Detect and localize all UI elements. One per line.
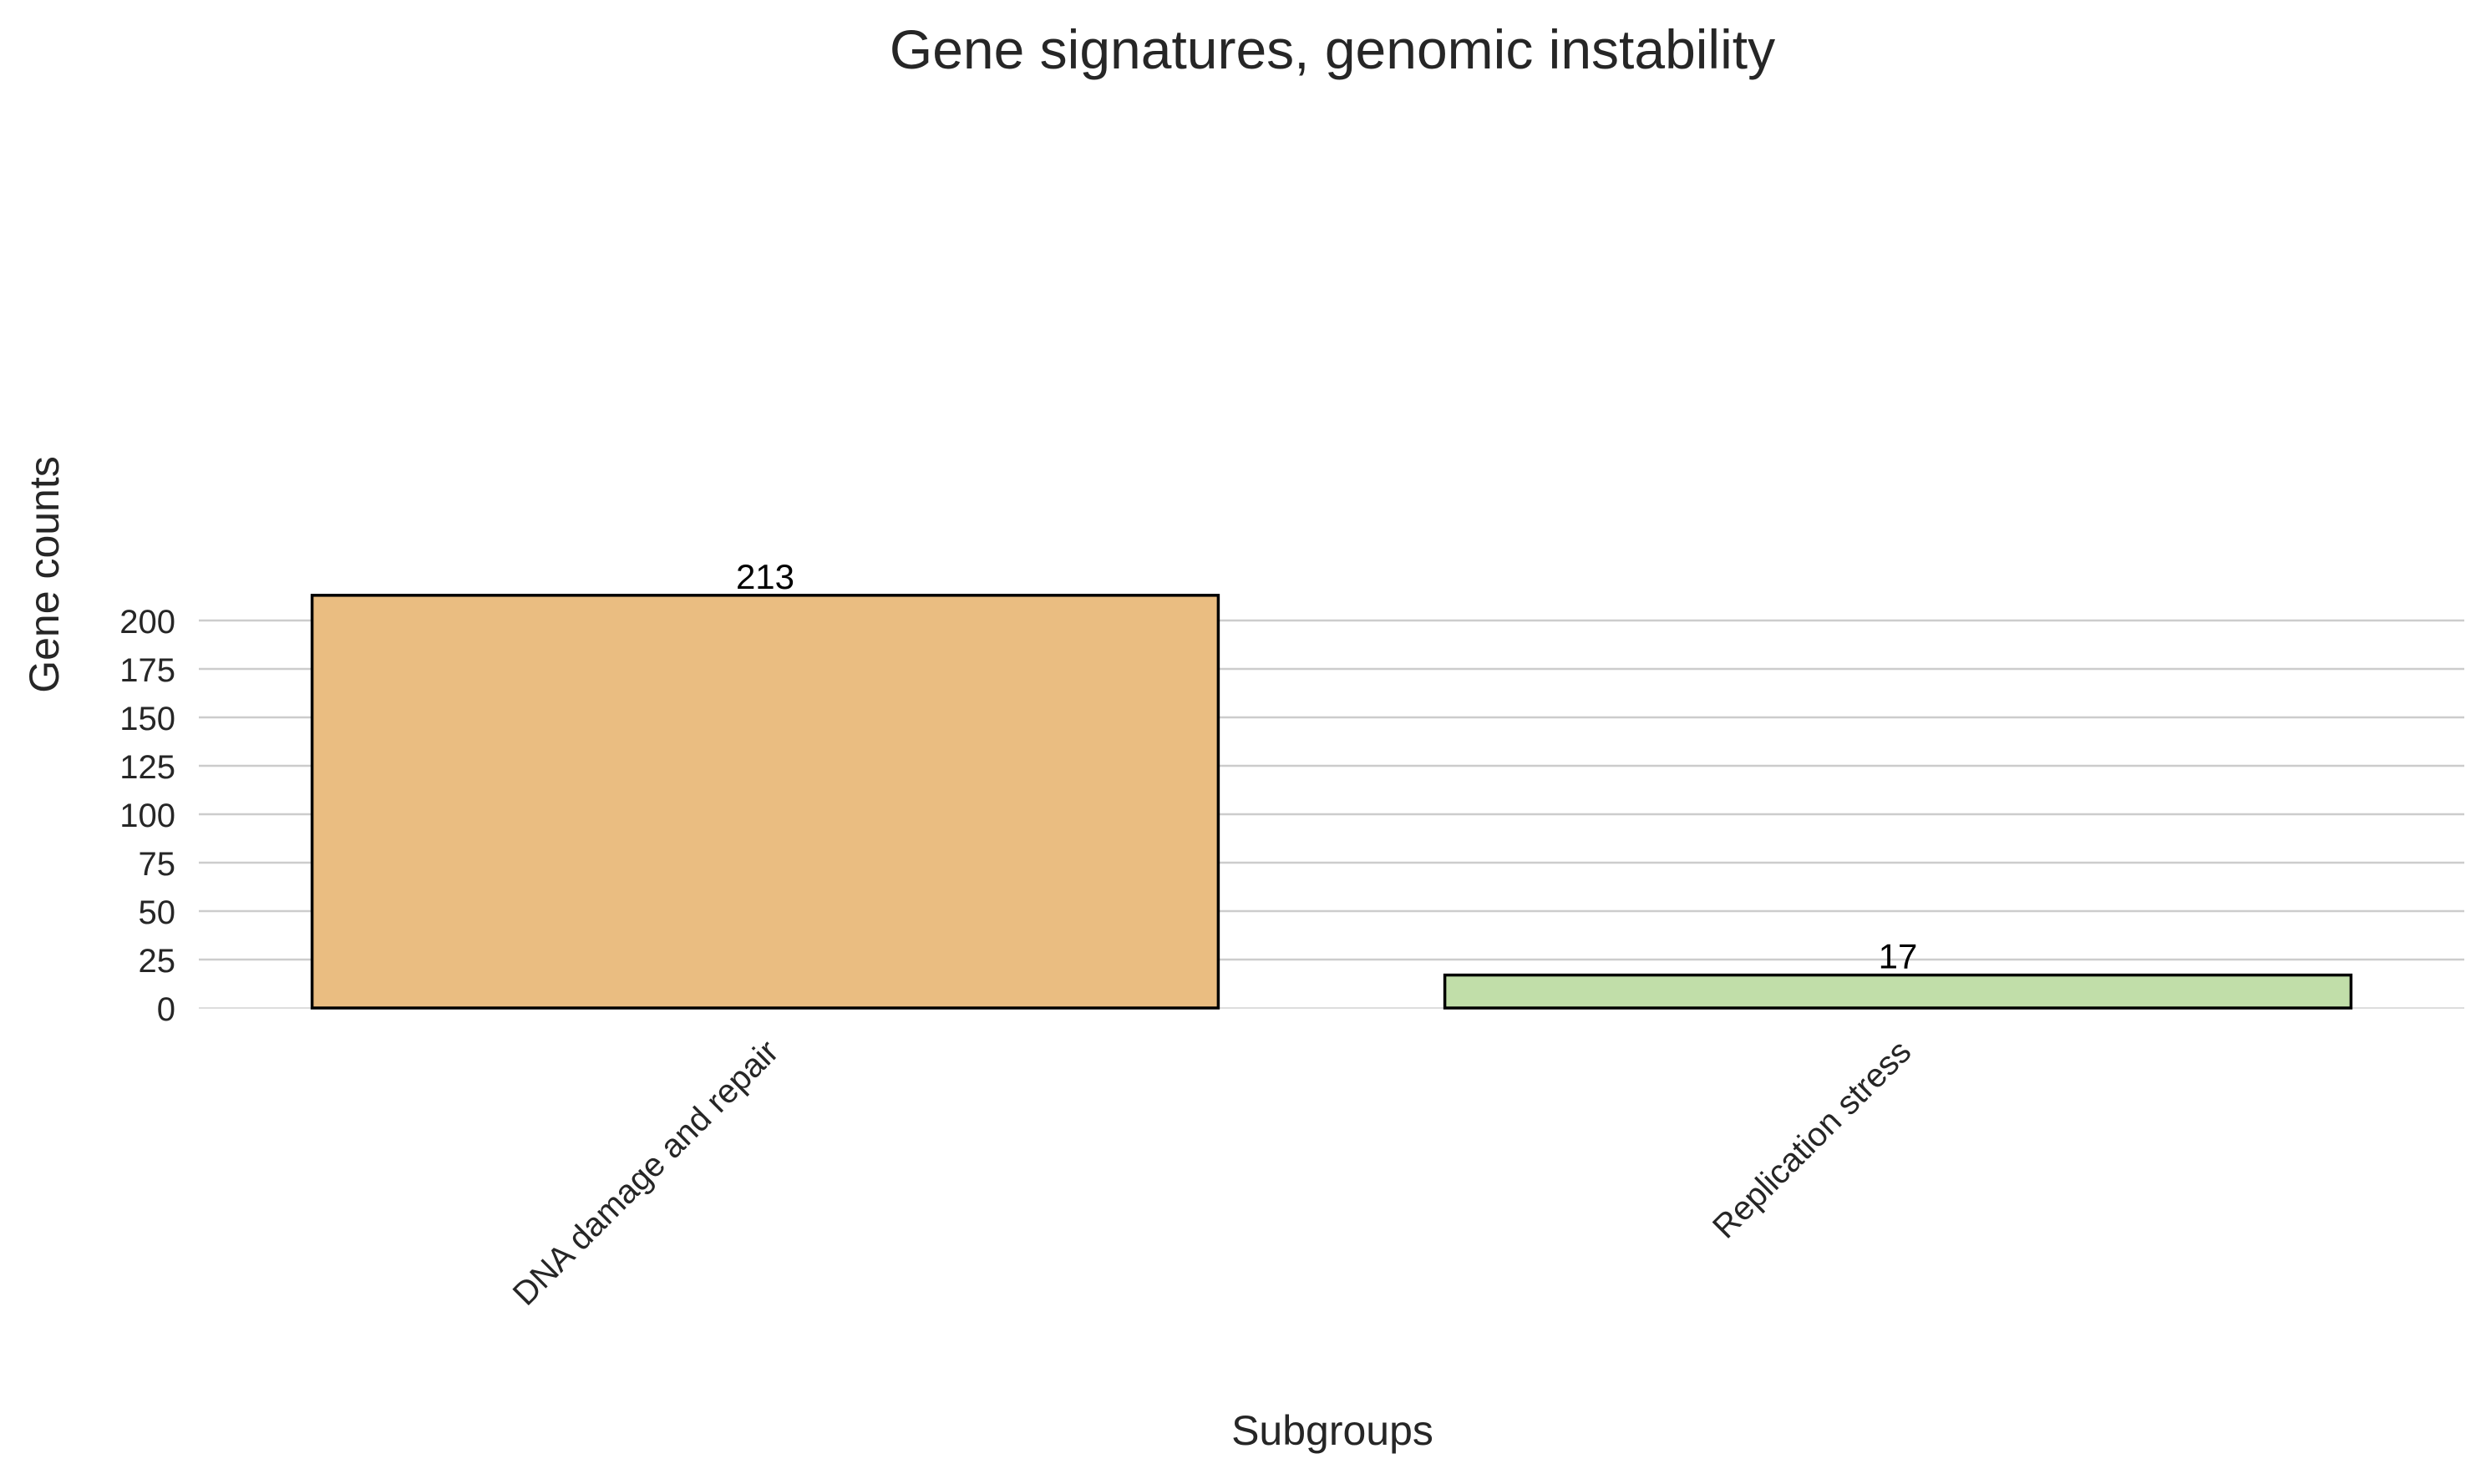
y-tick-label: 25 <box>139 943 176 980</box>
y-tick-label: 200 <box>119 604 175 641</box>
bar-value-label: 17 <box>1879 937 1918 976</box>
x-axis-title: Subgroups <box>1231 1407 1433 1454</box>
y-tick-label: 175 <box>119 652 175 689</box>
y-axis-ticks: 0 25 50 75 100 125 150 175 200 <box>119 604 175 1028</box>
y-tick-label: 0 <box>157 991 175 1028</box>
y-tick-label: 50 <box>139 894 176 931</box>
bar-value-labels: 213 17 <box>736 557 1917 976</box>
x-axis-ticks: DNA damage and repair Replication stress <box>506 1033 1919 1313</box>
y-tick-label: 75 <box>139 846 176 883</box>
x-tick-label: DNA damage and repair <box>506 1033 786 1313</box>
bar <box>1443 973 2353 1010</box>
chart-title: Gene signatures, genomic instability <box>890 18 1775 80</box>
y-tick-label: 100 <box>119 798 175 834</box>
bar <box>310 594 1220 1010</box>
x-tick-label: Replication stress <box>1706 1033 1918 1245</box>
y-tick-label: 125 <box>119 749 175 786</box>
bar-value-label: 213 <box>736 557 794 596</box>
y-axis-title: Gene counts <box>21 456 68 693</box>
y-tick-label: 150 <box>119 701 175 737</box>
bars <box>310 594 2353 1010</box>
